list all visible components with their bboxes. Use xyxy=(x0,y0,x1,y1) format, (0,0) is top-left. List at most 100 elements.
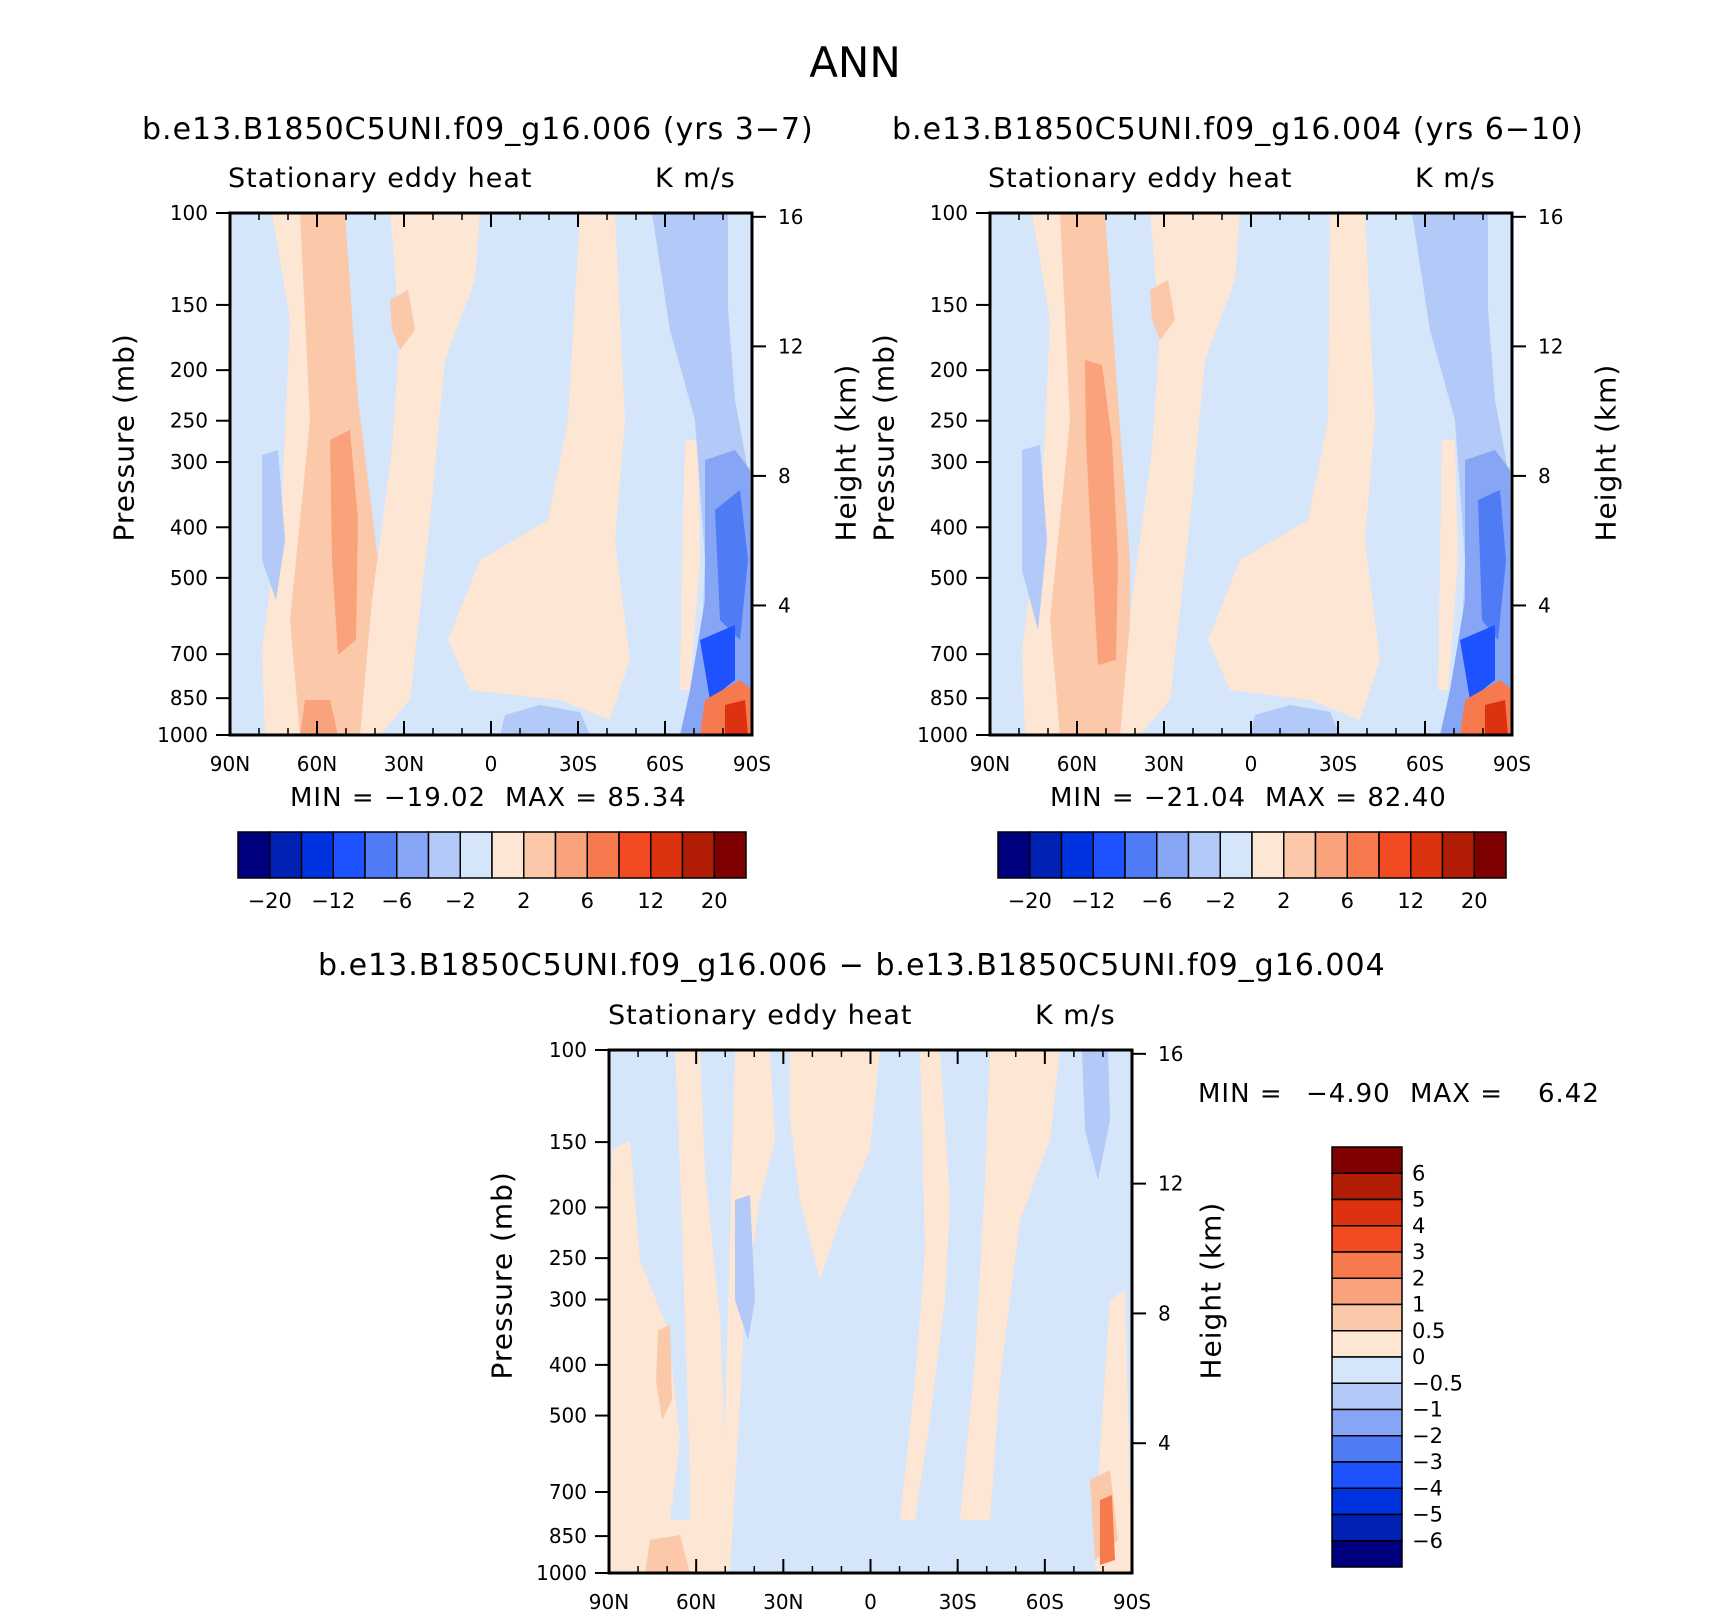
y-tick-label-left: 100 xyxy=(170,201,208,225)
max-label-bottom: MAX = xyxy=(1410,1079,1504,1109)
colorbar-label-bottom: −3 xyxy=(1412,1450,1443,1474)
contour-right-band-e xyxy=(1438,440,1458,690)
colorbar-label-left: −6 xyxy=(381,889,412,913)
colorbar-label-left: −20 xyxy=(248,889,292,913)
y-tick-label-left: 200 xyxy=(170,358,208,382)
min-value-bottom: −4.90 xyxy=(1306,1079,1391,1109)
colorbar-label-right: 6 xyxy=(1341,889,1354,913)
colorbar-label-left: 12 xyxy=(637,889,664,913)
colorbar-swatch-bottom xyxy=(1331,1330,1403,1358)
contour-right-band-c xyxy=(1120,213,1240,735)
x-tick-label-left: 60S xyxy=(646,752,684,776)
colorbar-swatch-bottom xyxy=(1331,1487,1403,1516)
y2-tick-label-left: 8 xyxy=(778,464,791,488)
y2-tick-label-right: 16 xyxy=(1538,205,1563,229)
colorbar-swatch-right xyxy=(1378,831,1412,879)
y-tick-label-bottom: 150 xyxy=(549,1130,587,1154)
y-tick-label-right: 1000 xyxy=(917,723,968,747)
contour-left-blob-b xyxy=(262,450,285,600)
colorbar-swatch-right xyxy=(1029,831,1063,879)
max-label-right: MAX = 82.40 xyxy=(1265,783,1447,813)
y-tick-label-bottom: 100 xyxy=(549,1038,587,1062)
y-tick-label-right: 850 xyxy=(930,686,968,710)
colorbar-swatch-right xyxy=(1060,831,1094,879)
colorbar-swatch-bottom xyxy=(1331,1408,1403,1437)
contour-left-band-e xyxy=(680,440,700,690)
colorbar-label-bottom: 0.5 xyxy=(1412,1319,1445,1343)
colorbar-label-right: −2 xyxy=(1205,889,1236,913)
x-tick-label-left: 30N xyxy=(384,752,424,776)
colorbar-swatch-bottom xyxy=(1331,1461,1403,1489)
y-tick-label-bottom: 200 xyxy=(549,1195,587,1219)
contour-left-band-c xyxy=(360,213,480,735)
tick-labels: 90N 60N 30N 0 30S 60S 90S 100 150 200 250 300 400 500… xyxy=(157,201,1563,1614)
contour-left-surface xyxy=(300,700,338,735)
colorbar-swatch-left xyxy=(396,831,430,879)
panel-title-left: b.e13.B1850C5UNI.f09_g16.006 (yrs 3−7) xyxy=(142,112,814,147)
colorbar-swatch-right xyxy=(1314,831,1348,879)
colorbar-swatch-right xyxy=(1219,831,1253,879)
contour-right-band-h xyxy=(1478,490,1506,640)
colorbar-label-bottom: −6 xyxy=(1412,1529,1443,1553)
colorbar-swatch-right xyxy=(1410,831,1444,879)
colorbar-swatch-left xyxy=(459,831,493,879)
colorbar-label-bottom: 5 xyxy=(1412,1188,1425,1212)
x-tick-label-bottom: 90S xyxy=(1113,1590,1151,1614)
colorbar-label-left: 6 xyxy=(581,889,594,913)
colorbar-swatch-right xyxy=(1283,831,1317,879)
y-tick-label-bottom: 700 xyxy=(549,1480,587,1504)
colorbar-swatch-right xyxy=(1441,831,1475,879)
colorbar-label-right: 2 xyxy=(1277,889,1290,913)
colorbar-label-bottom: 1 xyxy=(1412,1293,1425,1317)
colorbar-swatch-left xyxy=(269,831,303,879)
x-tick-label-left: 30S xyxy=(559,752,597,776)
y-tick-label-right: 500 xyxy=(930,566,968,590)
x-tick-label-left: 90N xyxy=(210,752,250,776)
x-tick-label-bottom: 30N xyxy=(763,1590,803,1614)
x-tick-label-right: 30S xyxy=(1319,752,1357,776)
y2-tick-label-left: 16 xyxy=(778,205,803,229)
y-tick-label-right: 300 xyxy=(930,450,968,474)
colorbar-label-right: −20 xyxy=(1008,889,1052,913)
y-tick-label-left: 700 xyxy=(170,642,208,666)
colorbar-swatch-left xyxy=(713,831,747,879)
axes-frames xyxy=(216,211,1526,1575)
colorbar-swatch-left xyxy=(650,831,684,879)
colorbar-swatch-left xyxy=(427,831,461,879)
y2-tick-label-left: 12 xyxy=(778,334,803,358)
panel-title-bottom: b.e13.B1850C5UNI.f09_g16.006 − b.e13.B18… xyxy=(318,948,1386,983)
variable-label-right: Stationary eddy heat xyxy=(988,163,1293,194)
colorbar-swatch-bottom xyxy=(1331,1172,1403,1201)
y-tick-label-left: 400 xyxy=(170,515,208,539)
colorbar-swatch-right xyxy=(1092,831,1126,879)
min-label-bottom: MIN = xyxy=(1198,1079,1283,1109)
colorbar-label-bottom: −1 xyxy=(1412,1398,1443,1422)
contour-bottom-band-c xyxy=(720,1050,775,1573)
contour-right-core xyxy=(1085,360,1118,665)
x-tick-label-bottom: 60N xyxy=(676,1590,716,1614)
colorbar-label-right: −12 xyxy=(1071,889,1115,913)
contour-bottom-blob-c xyxy=(645,1535,690,1573)
colorbar-label-right: −6 xyxy=(1141,889,1172,913)
contour-right-surface-red2 xyxy=(1485,700,1508,735)
x-tick-label-bottom: 30S xyxy=(939,1590,977,1614)
contour-bottom-blob-d xyxy=(1082,1050,1110,1180)
colorbar-swatch-left xyxy=(554,831,588,879)
contour-bottom-band-a xyxy=(609,1140,680,1573)
y-tick-label-bottom: 1000 xyxy=(536,1561,587,1585)
figure-title: ANN xyxy=(809,38,901,87)
colorbar-label-bottom: 0 xyxy=(1412,1345,1425,1369)
colorbar-label-bottom: −4 xyxy=(1412,1476,1443,1500)
colorbar-swatch-bottom xyxy=(1331,1225,1403,1253)
colorbar-swatch-right xyxy=(1346,831,1380,879)
y-tick-label-right: 250 xyxy=(930,409,968,433)
colorbar-swatch-right xyxy=(1187,831,1221,879)
y-tick-label-left: 250 xyxy=(170,409,208,433)
colorbar-label-bottom: 2 xyxy=(1412,1266,1425,1290)
y-tick-label-bottom: 300 xyxy=(549,1288,587,1312)
contour-right-blob-c xyxy=(1460,625,1495,700)
contour-field-left xyxy=(230,213,752,735)
contour-field-right xyxy=(990,213,1512,735)
y-tick-label-right: 100 xyxy=(930,201,968,225)
